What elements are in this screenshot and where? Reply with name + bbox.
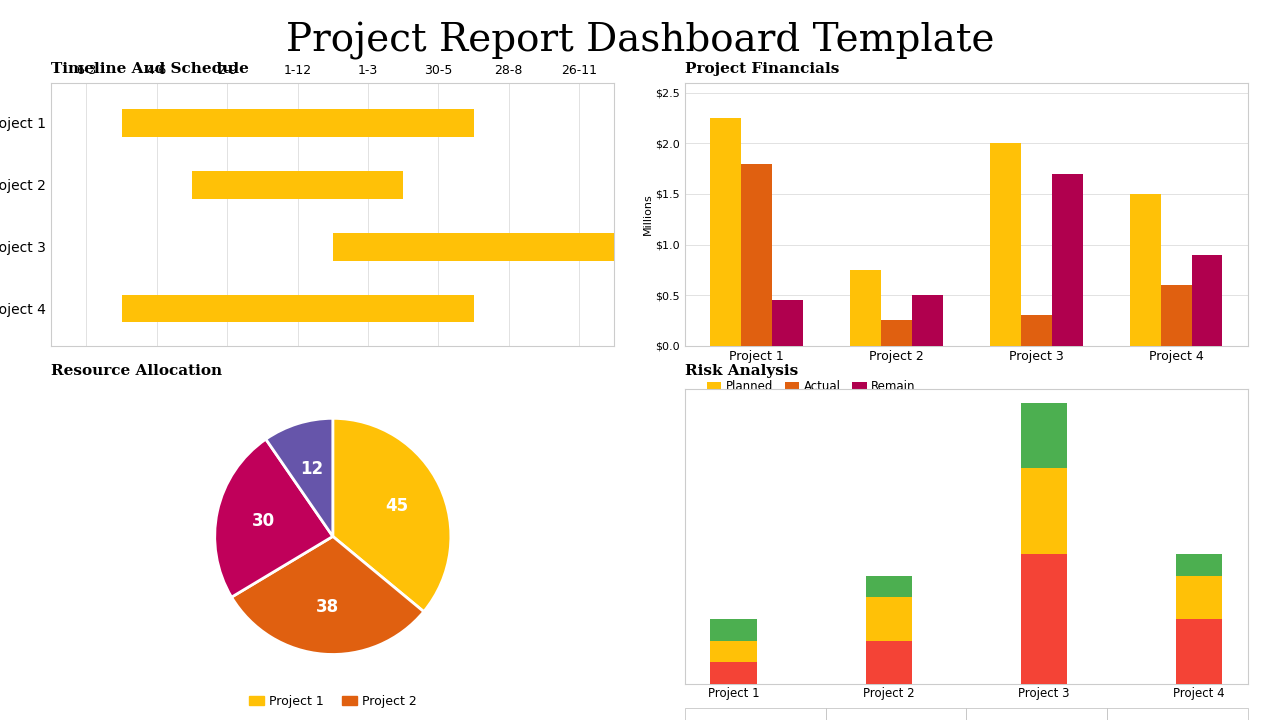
Bar <box>122 109 474 137</box>
Bar <box>1052 174 1083 346</box>
Bar <box>865 641 913 684</box>
Bar <box>122 294 474 323</box>
Bar <box>1176 576 1222 619</box>
Bar <box>850 270 881 346</box>
Wedge shape <box>333 418 451 612</box>
Bar <box>991 143 1021 346</box>
Bar <box>1161 285 1192 346</box>
Bar <box>911 295 942 346</box>
Y-axis label: Millions: Millions <box>643 194 653 235</box>
Bar <box>741 163 772 346</box>
Bar <box>333 233 614 261</box>
Bar <box>1020 468 1068 554</box>
Text: Risk Analysis: Risk Analysis <box>685 364 797 378</box>
Wedge shape <box>266 418 333 536</box>
Text: 12: 12 <box>301 460 324 478</box>
Bar <box>710 118 741 346</box>
Bar <box>1176 619 1222 684</box>
Bar <box>710 619 756 641</box>
Bar <box>1020 554 1068 684</box>
Bar <box>865 576 913 598</box>
Wedge shape <box>232 536 424 654</box>
Text: Project Financials: Project Financials <box>685 62 840 76</box>
Text: 38: 38 <box>316 598 339 616</box>
Wedge shape <box>215 439 333 597</box>
Text: Timeline And Schedule: Timeline And Schedule <box>51 62 250 76</box>
Bar <box>192 171 403 199</box>
Text: Resource Allocation: Resource Allocation <box>51 364 223 378</box>
Bar <box>881 320 911 346</box>
Text: 30: 30 <box>252 513 275 531</box>
Bar <box>865 598 913 641</box>
Bar <box>1176 554 1222 576</box>
Bar <box>710 662 756 684</box>
Bar <box>710 641 756 662</box>
Bar <box>772 300 803 346</box>
Bar <box>1192 255 1222 346</box>
Bar <box>1021 315 1052 346</box>
Legend: Project 1, Project 2: Project 1, Project 2 <box>243 690 422 714</box>
Text: Project Report Dashboard Template: Project Report Dashboard Template <box>285 22 995 60</box>
Bar <box>1130 194 1161 346</box>
Legend: Planned, Actual, Remain: Planned, Actual, Remain <box>701 375 920 397</box>
Bar <box>1020 403 1068 468</box>
Text: 45: 45 <box>385 498 408 516</box>
